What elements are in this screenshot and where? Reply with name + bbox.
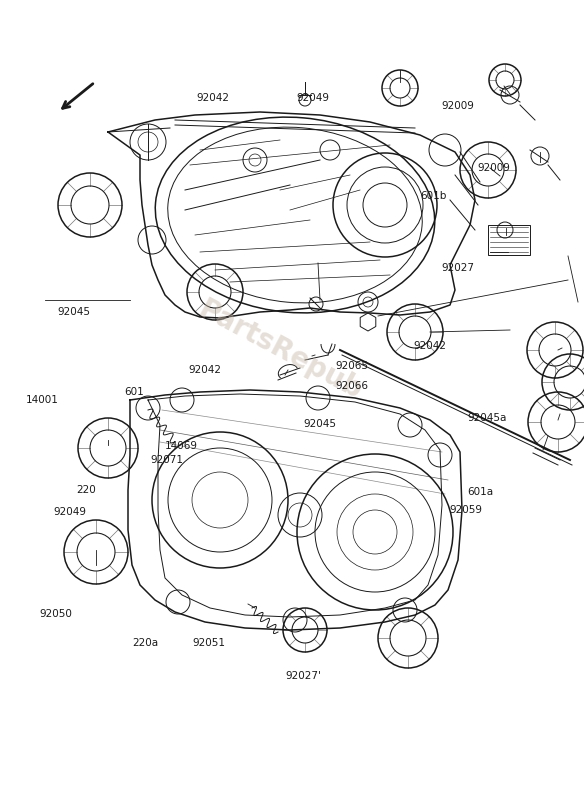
Text: 92066: 92066 xyxy=(336,381,369,390)
Text: 14069: 14069 xyxy=(165,441,197,450)
Text: 92065: 92065 xyxy=(336,362,369,371)
Text: 92009: 92009 xyxy=(478,163,510,173)
Text: 92071: 92071 xyxy=(150,455,183,465)
Text: 92049: 92049 xyxy=(296,93,329,102)
Text: 601: 601 xyxy=(124,387,144,397)
Text: 92045: 92045 xyxy=(304,419,337,429)
Text: 92049: 92049 xyxy=(54,507,86,517)
Text: 92051: 92051 xyxy=(193,638,225,648)
Text: 92050: 92050 xyxy=(39,609,72,618)
Text: PartsRepub: PartsRepub xyxy=(193,295,367,405)
Text: 601a: 601a xyxy=(467,487,493,497)
Text: 601b: 601b xyxy=(420,191,447,201)
Text: 92045a: 92045a xyxy=(467,413,506,422)
Text: 220: 220 xyxy=(77,485,96,494)
Text: 92045: 92045 xyxy=(57,307,91,317)
Text: 14001: 14001 xyxy=(26,395,59,405)
Text: 92042: 92042 xyxy=(188,366,221,375)
Bar xyxy=(488,225,530,255)
Text: 92059: 92059 xyxy=(450,506,483,515)
Text: 92027: 92027 xyxy=(441,263,474,273)
Text: 92042: 92042 xyxy=(413,341,447,350)
Text: 92042: 92042 xyxy=(197,93,230,102)
Text: 92027': 92027' xyxy=(286,671,322,681)
Text: 92009: 92009 xyxy=(441,101,474,110)
Text: 220a: 220a xyxy=(132,638,158,648)
